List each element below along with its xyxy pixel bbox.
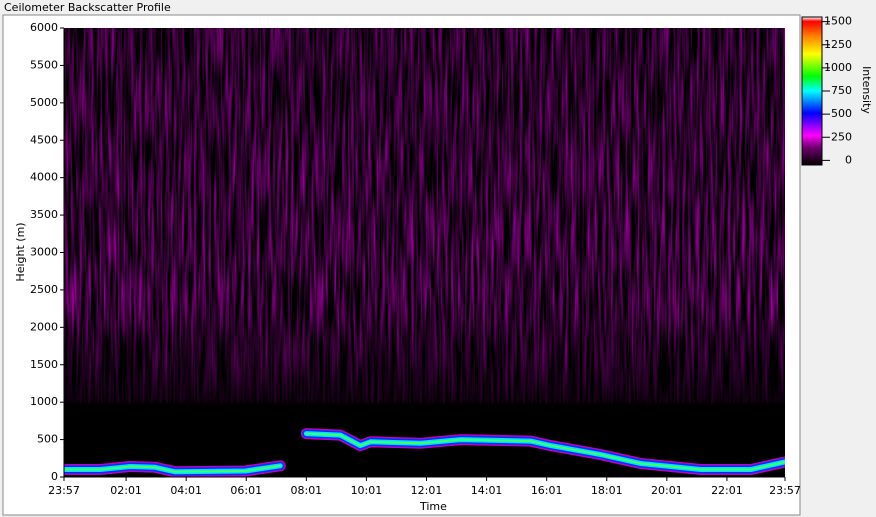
- colorbar-label: Intensity: [860, 66, 873, 114]
- x-tick-label: 12:01: [411, 484, 443, 497]
- y-tick-label: 2000: [30, 320, 58, 333]
- x-tick-label: 22:01: [711, 484, 743, 497]
- x-axis-label: Time: [419, 500, 447, 513]
- x-tick-label: 06:01: [230, 484, 262, 497]
- x-tick-label: 10:01: [351, 484, 383, 497]
- x-tick-label: 23:57: [769, 484, 801, 497]
- colorbar-tick-label: 750: [831, 84, 852, 97]
- colorbar-tick-label: 0: [845, 153, 852, 166]
- y-tick-label: 3500: [30, 208, 58, 221]
- x-tick-label: 08:01: [290, 484, 322, 497]
- colorbar: [801, 16, 823, 166]
- y-tick-label: 1500: [30, 358, 58, 371]
- backscatter-layer: [64, 432, 785, 473]
- y-tick-label: 5500: [30, 58, 58, 71]
- x-tick-label: 04:01: [170, 484, 202, 497]
- colorbar-tick-label: 500: [831, 107, 852, 120]
- y-tick-label: 2500: [30, 283, 58, 296]
- y-tick-label: 3000: [30, 246, 58, 259]
- x-tick-label: 23:57: [48, 484, 80, 497]
- chart-title: Ceilometer Backscatter Profile: [4, 1, 171, 14]
- y-tick-label: 4500: [30, 133, 58, 146]
- colorbar-tick-label: 1250: [824, 38, 852, 51]
- x-tick-label: 20:01: [651, 484, 683, 497]
- y-tick-label: 0: [51, 470, 58, 483]
- y-tick-label: 500: [37, 433, 58, 446]
- x-tick-label: 18:01: [591, 484, 623, 497]
- x-tick-label: 16:01: [531, 484, 563, 497]
- y-tick-label: 4000: [30, 171, 58, 184]
- y-tick-label: 1000: [30, 395, 58, 408]
- colorbar-tick-label: 1500: [824, 15, 852, 28]
- backscatter-noise: [64, 28, 785, 477]
- x-tick-label: 02:01: [110, 484, 142, 497]
- colorbar-tick-label: 1000: [824, 61, 852, 74]
- y-axis-label: Height (m): [14, 222, 27, 281]
- colorbar-tick-label: 250: [831, 130, 852, 143]
- y-tick-label: 5000: [30, 96, 58, 109]
- y-tick-label: 6000: [30, 21, 58, 34]
- x-tick-label: 14:01: [471, 484, 503, 497]
